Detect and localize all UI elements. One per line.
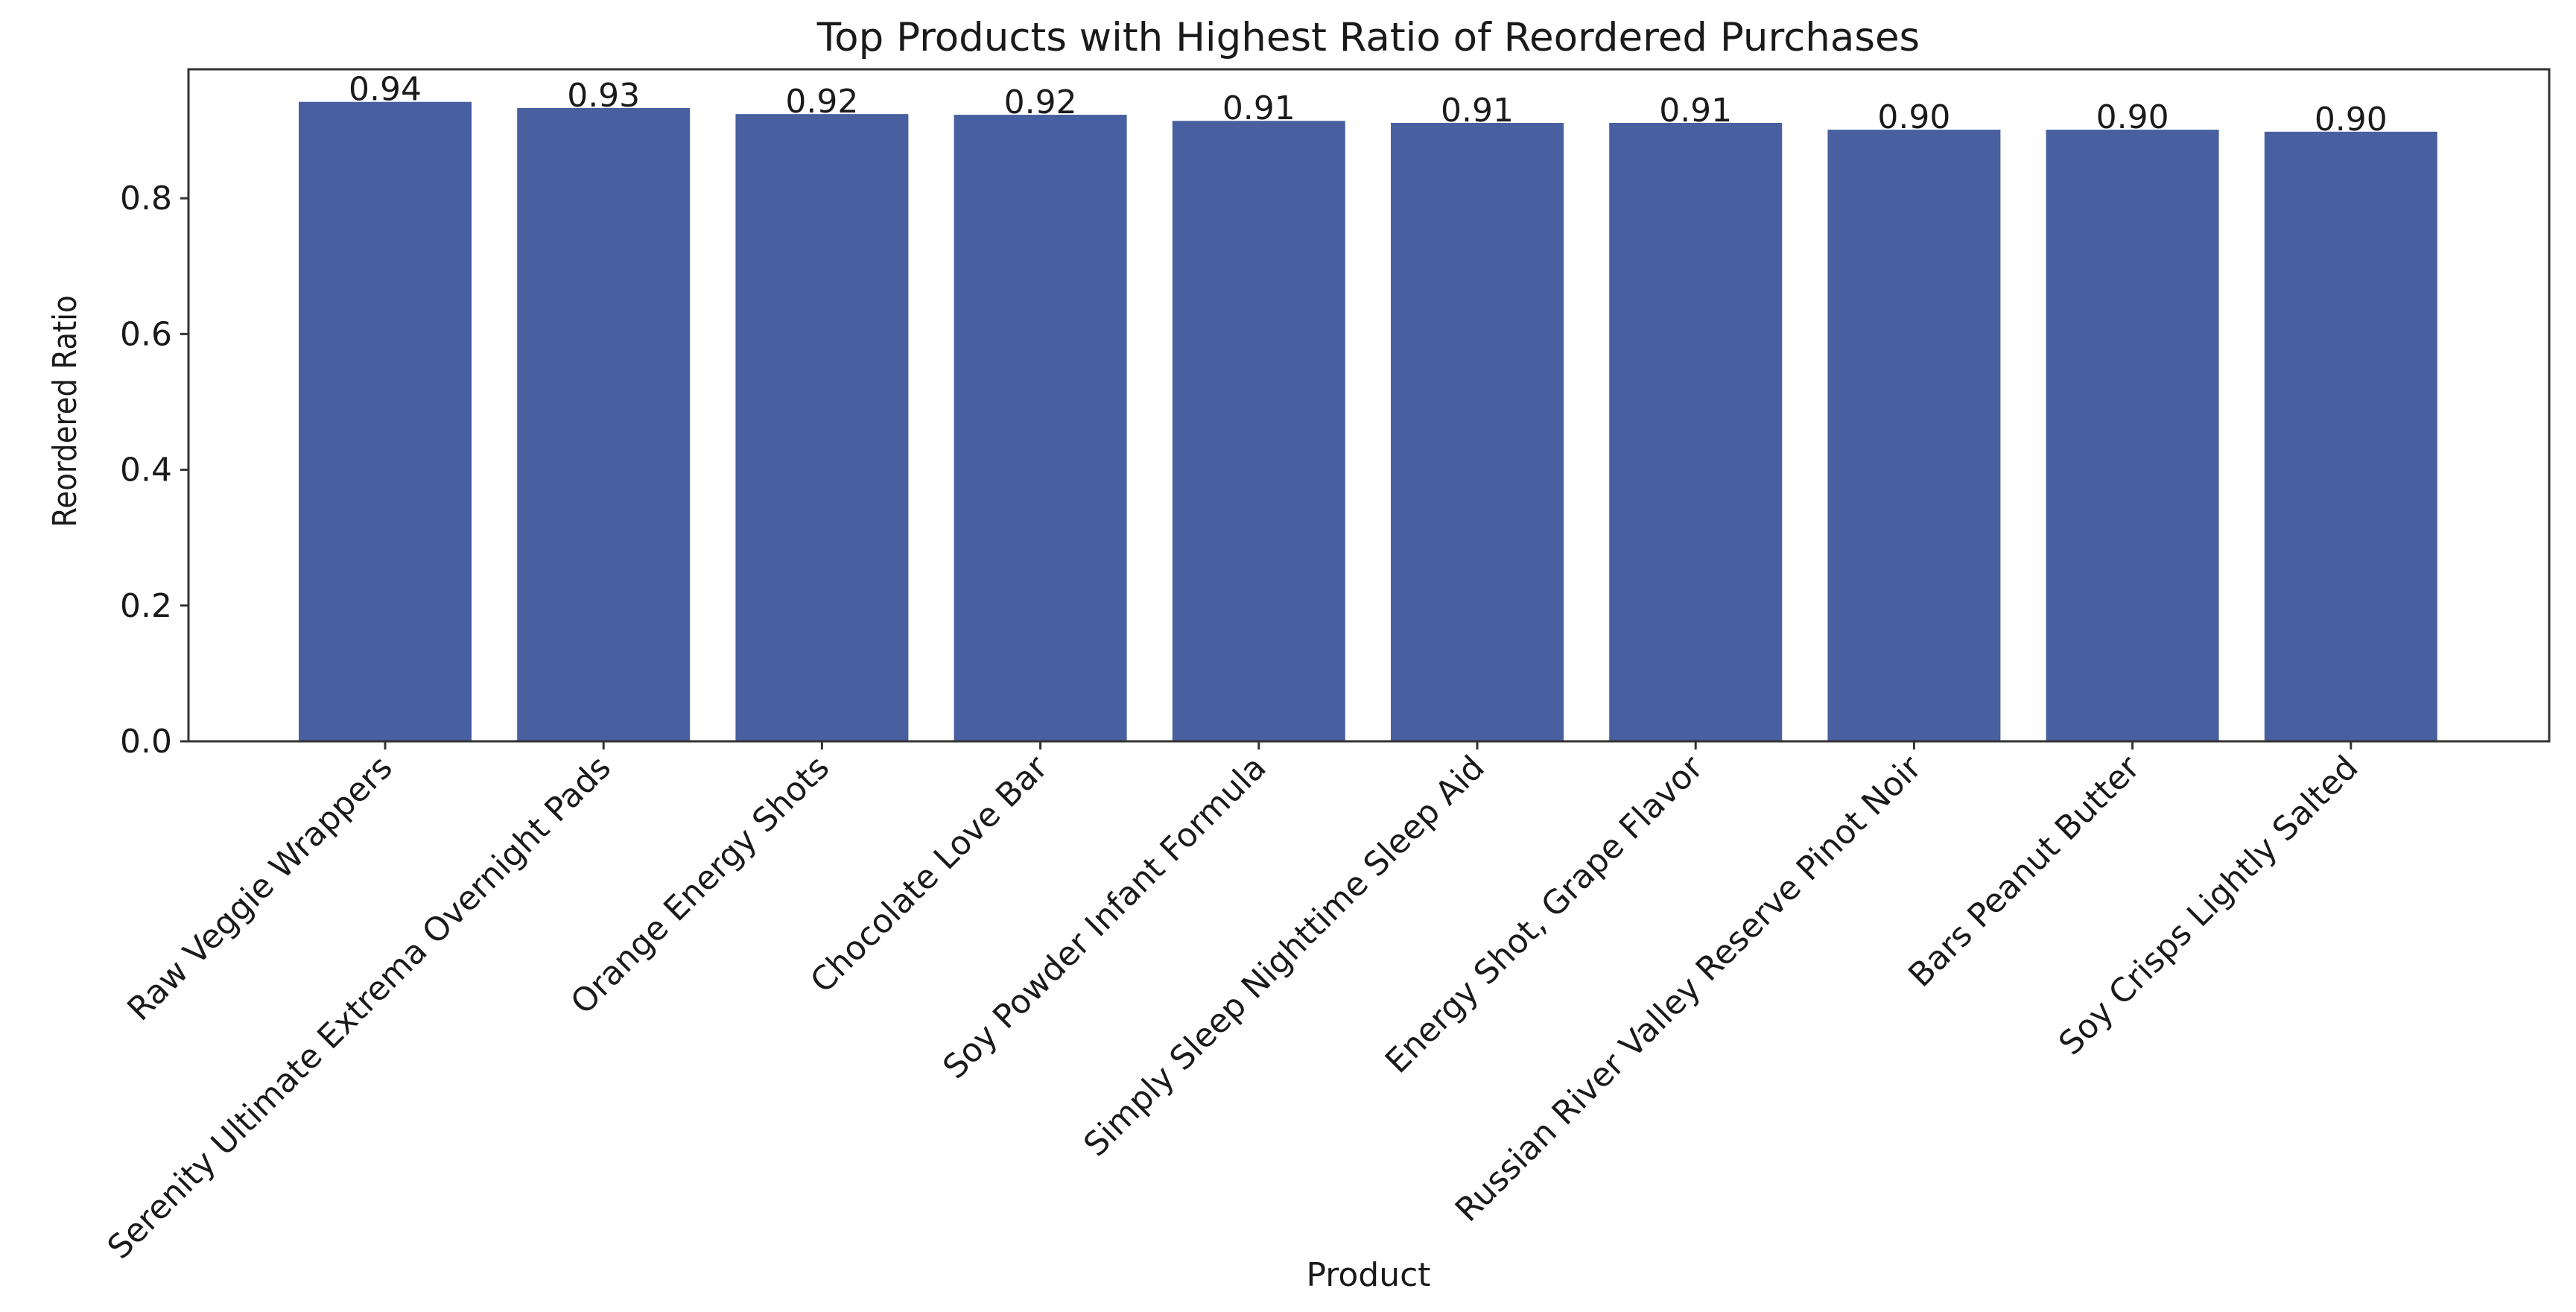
bar	[2265, 132, 2437, 741]
y-tick-label: 0.4	[120, 451, 172, 489]
bar	[2046, 130, 2219, 741]
y-axis-label: Reordered Ratio	[46, 295, 84, 527]
bar-value-label: 0.92	[785, 83, 858, 121]
y-tick-label: 0.2	[120, 587, 172, 625]
bar-value-label: 0.93	[567, 77, 640, 115]
bars-group	[299, 102, 2437, 741]
bar	[517, 108, 690, 741]
y-axis: 0.0 0.2 0.4 0.6 0.8	[120, 180, 188, 761]
bar-value-label: 0.91	[1441, 92, 1514, 130]
bar-value-label: 0.94	[349, 71, 422, 109]
x-tick-label: Orange Energy Shots	[564, 749, 837, 1022]
x-tick-label: Bars Peanut Butter	[1901, 748, 2148, 995]
bar	[954, 115, 1127, 741]
bar-value-label: 0.91	[1659, 92, 1732, 130]
bar	[1391, 123, 1564, 741]
bar-value-label: 0.92	[1004, 83, 1077, 121]
bar-value-label: 0.90	[2096, 98, 2169, 136]
bar	[1827, 130, 2000, 741]
chart-title: Top Products with Highest Ratio of Reord…	[816, 15, 1920, 60]
y-tick-label: 0.6	[120, 315, 172, 353]
bar-value-label: 0.90	[1877, 98, 1950, 136]
bar-value-label: 0.90	[2315, 101, 2388, 139]
x-tick-label: Russian River Valley Reserve Pinot Noir	[1448, 748, 1929, 1229]
bar	[735, 114, 908, 741]
bar	[299, 102, 472, 741]
bar-value-label: 0.91	[1222, 89, 1295, 127]
x-tick-label: Simply Sleep Nighttime Sleep Aid	[1076, 749, 1492, 1164]
x-tick-label: Serenity Ultimate Extrema Overnight Pads	[101, 749, 618, 1267]
x-axis-label: Product	[1306, 1256, 1430, 1294]
x-tick-label: Chocolate Love Bar	[803, 748, 1056, 1001]
y-tick-label: 0.8	[120, 180, 172, 218]
bar	[1173, 121, 1345, 741]
bar	[1609, 123, 1782, 741]
y-tick-label: 0.0	[120, 723, 172, 761]
